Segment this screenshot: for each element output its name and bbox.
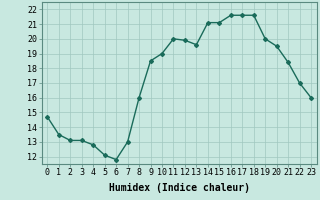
X-axis label: Humidex (Indice chaleur): Humidex (Indice chaleur): [109, 183, 250, 193]
